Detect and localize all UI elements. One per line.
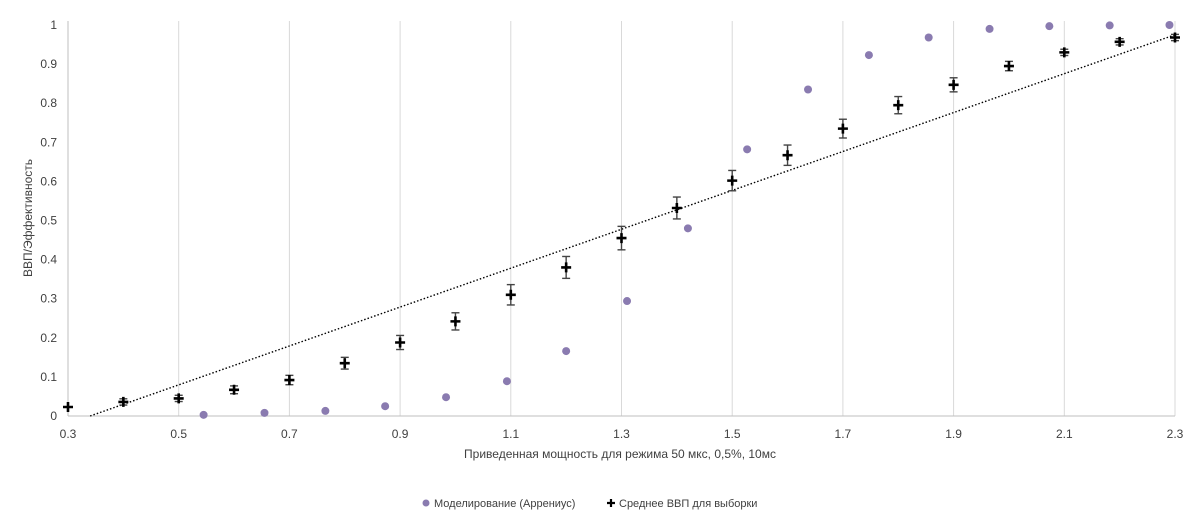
y-tick-label: 1: [50, 18, 57, 32]
y-tick-label: 0: [50, 409, 57, 423]
y-tick-label: 0.5: [40, 214, 57, 228]
mean-vvp-point: [1059, 47, 1070, 58]
mean-vvp-point: [561, 262, 572, 273]
data-series: [63, 21, 1180, 419]
mean-vvp-point: [1170, 32, 1180, 43]
mean-vvp-point: [118, 396, 129, 407]
mean-vvp-point: [173, 393, 184, 404]
mean-vvp-point: [616, 233, 627, 244]
mean-vvp-point: [63, 402, 73, 413]
y-tick-label: 0.9: [40, 57, 57, 71]
arrhenius-point: [199, 410, 208, 419]
mean-vvp-point: [948, 79, 959, 90]
y-axis-title: ВВП/Эффективность: [21, 159, 35, 277]
y-tick-label: 0.4: [40, 253, 57, 267]
arrhenius-point: [924, 33, 933, 42]
legend-circle-marker-icon: [422, 499, 430, 507]
dotted-trendline: [89, 34, 1176, 417]
mean-vvp-point: [1003, 61, 1014, 72]
x-tick-label: 1.1: [502, 427, 519, 441]
legend: Моделирование (Аррениус) Среднее ВВП для…: [422, 498, 757, 510]
x-tick-label: 1.9: [945, 427, 962, 441]
mean-vvp-point: [671, 202, 682, 213]
legend-label-series-1: Моделирование (Аррениус): [434, 498, 575, 510]
x-tick-label: 1.7: [835, 427, 852, 441]
mean-vvp-point: [395, 337, 406, 348]
mean-vvp-point: [893, 100, 904, 111]
x-tick-label: 2.3: [1167, 427, 1184, 441]
x-tick-label: 0.9: [392, 427, 409, 441]
trendline: [89, 34, 1176, 417]
arrhenius-point: [502, 377, 511, 386]
x-tick-label: 1.3: [613, 427, 630, 441]
arrhenius-point: [985, 24, 994, 33]
legend-item-series-2: Среднее ВВП для выборки: [607, 498, 757, 510]
mean-vvp-point: [505, 289, 516, 300]
mean-vvp-point: [450, 316, 461, 327]
tick-labels: 0.3 0.5 0.7 0.9 1.1 1.3 1.5 1.7 1.9 2.1 2.3 0 0.1 0.2…: [40, 18, 1183, 441]
y-tick-label: 0.3: [40, 292, 57, 306]
legend-label-series-2: Среднее ВВП для выборки: [619, 498, 757, 510]
arrhenius-point: [1045, 22, 1054, 31]
arrhenius-point: [1165, 21, 1174, 29]
arrhenius-point: [743, 145, 752, 154]
legend-plus-marker-icon: [607, 499, 615, 507]
arrhenius-point: [623, 297, 632, 306]
x-axis-title: Приведенная мощность для режима 50 мкс, …: [464, 447, 776, 461]
arrhenius-point: [442, 393, 451, 402]
x-tick-label: 0.5: [170, 427, 187, 441]
arrhenius-point: [562, 347, 571, 356]
arrhenius-point: [864, 51, 873, 60]
legend-item-series-1: Моделирование (Аррениус): [422, 498, 575, 510]
mean-vvp-point: [284, 375, 295, 386]
arrhenius-point: [321, 406, 330, 415]
y-tick-label: 0.7: [40, 135, 57, 149]
arrhenius-point: [260, 408, 269, 417]
y-tick-label: 0.2: [40, 331, 57, 345]
mean-vvp-point: [339, 358, 350, 369]
x-tick-label: 0.7: [281, 427, 298, 441]
mean-vvp-point: [1114, 36, 1125, 47]
x-tick-label: 0.3: [60, 427, 77, 441]
mean-vvp-point: [727, 175, 738, 186]
mean-vvp-point: [837, 123, 848, 134]
arrhenius-point: [683, 224, 692, 233]
y-tick-label: 0.1: [40, 370, 57, 384]
x-tick-label: 2.1: [1056, 427, 1073, 441]
y-tick-label: 0.6: [40, 174, 57, 188]
axes: [67, 21, 1175, 417]
y-tick-label: 0.8: [40, 96, 57, 110]
mean-vvp-point: [229, 384, 240, 395]
mean-vvp-point: [782, 150, 793, 161]
arrhenius-point: [804, 85, 813, 94]
arrhenius-point: [1105, 21, 1114, 30]
grid-lines: [178, 21, 1176, 416]
x-tick-label: 1.5: [724, 427, 741, 441]
arrhenius-point: [381, 402, 390, 411]
